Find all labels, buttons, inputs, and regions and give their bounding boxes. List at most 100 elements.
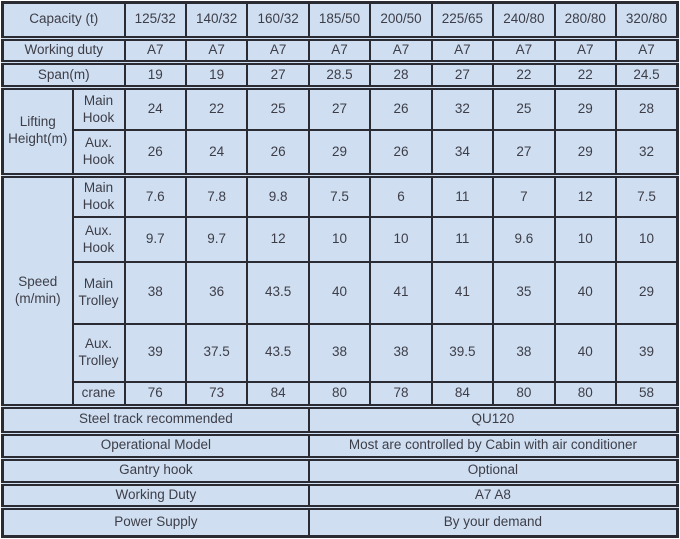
footer-label-gantry-hook: Gantry hook <box>1 457 310 486</box>
table-row: Power Supply By your demand <box>1 506 679 538</box>
spec-cell: 40 <box>553 261 618 325</box>
row-label-working-duty: Working duty <box>1 37 126 66</box>
spec-cell: 43.5 <box>246 322 310 383</box>
spec-cell: 24 <box>123 86 187 132</box>
spec-cell: 38 <box>307 322 372 383</box>
spec-cell: 9.7 <box>123 216 187 264</box>
table-row: Speed (m/min) Main Hook 7.6 7.8 9.8 7.5 6 11 7 12… <box>1 174 679 409</box>
spec-cell: 39.5 <box>430 322 495 383</box>
capacity-column-header: 140/32 <box>184 1 249 41</box>
footer-label-operational-model: Operational Model <box>1 432 310 462</box>
row-label-aux-hook: Aux. Hook <box>71 216 126 264</box>
spec-cell: 7.5 <box>615 174 679 219</box>
spec-cell: 29 <box>553 86 618 132</box>
spec-cell: 12 <box>553 174 618 219</box>
spec-cell: 73 <box>184 380 249 409</box>
spec-cell: 43.5 <box>246 261 310 325</box>
spec-cell: 34 <box>430 129 495 178</box>
spec-cell: 12 <box>246 216 310 264</box>
spec-cell: 76 <box>123 380 187 409</box>
spec-cell: A7 <box>307 37 372 66</box>
spec-cell: 27 <box>492 129 556 178</box>
table-row: Working Duty A7 A8 <box>1 482 679 511</box>
spec-cell: 7 <box>492 174 556 219</box>
spec-cell: 25 <box>246 86 310 132</box>
spec-cell: A7 <box>369 37 433 66</box>
spec-cell: 19 <box>123 61 187 90</box>
spec-cell: 32 <box>430 86 495 132</box>
spec-cell: 19 <box>184 61 249 90</box>
footer-value: QU120 <box>307 405 679 436</box>
row-label-main-hook: Main Hook <box>71 86 126 132</box>
spec-cell: A7 <box>430 37 495 66</box>
table-row: Steel track recommended QU120 <box>1 405 679 436</box>
spec-cell: 40 <box>553 322 618 383</box>
table-row: Operational Model Most are controlled by … <box>1 432 679 462</box>
spec-cell: 41 <box>369 261 433 325</box>
table-row: Aux. Hook 9.7 9.7 12 10 10 11 9.6 10 10 <box>3 216 679 264</box>
spec-cell: 41 <box>430 261 495 325</box>
capacity-column-header: 225/65 <box>430 1 495 41</box>
spec-cell: A7 <box>184 37 249 66</box>
table-row: Aux. Hook 26 24 26 29 26 34 27 29 32 <box>3 129 679 178</box>
footer-value: By your demand <box>307 506 679 538</box>
capacity-column-header: 280/80 <box>553 1 618 41</box>
table-row: Main Trolley 38 36 43.5 40 41 41 35 40 29 <box>3 261 679 325</box>
footer-label-power-supply: Power Supply <box>1 506 310 538</box>
group-label-lifting-height-m: Lifting Height(m) <box>1 86 74 178</box>
spec-cell: 24.5 <box>615 61 679 90</box>
table-row: crane 76 73 84 80 78 84 80 80 58 <box>3 380 679 409</box>
spec-cell: 32 <box>615 129 679 178</box>
spec-cell: A7 <box>615 37 679 66</box>
spec-cell: 26 <box>246 129 310 178</box>
spec-cell: 9.7 <box>184 216 249 264</box>
capacity-column-header: 185/50 <box>307 1 372 41</box>
spec-cell: 11 <box>430 174 495 219</box>
footer-value: Most are controlled by Cabin with air co… <box>307 432 679 462</box>
capacity-header-cell: Capacity (t) <box>1 1 126 41</box>
table-row: Span(m) 19 19 27 28.5 28 27 22 22 24.5 <box>1 61 679 90</box>
spec-cell: 28.5 <box>307 61 372 90</box>
capacity-column-header: 200/50 <box>369 1 433 41</box>
table-row: Capacity (t) 125/32 140/32 160/32 185/50 200/… <box>1 1 679 41</box>
spec-cell: 22 <box>553 61 618 90</box>
spec-cell: 80 <box>492 380 556 409</box>
spec-cell: 9.6 <box>492 216 556 264</box>
spec-cell: 11 <box>430 216 495 264</box>
capacity-column-header: 160/32 <box>246 1 310 41</box>
spec-cell: 38 <box>492 322 556 383</box>
spec-cell: 28 <box>615 86 679 132</box>
spec-cell: 7.6 <box>123 174 187 219</box>
group-label-speed-m-min: Speed (m/min) <box>1 174 74 409</box>
table-row: Aux. Trolley 39 37.5 43.5 38 38 39.5 38 40 39 <box>3 322 679 383</box>
spec-cell: 10 <box>369 216 433 264</box>
spec-cell: 10 <box>615 216 679 264</box>
spec-cell: 39 <box>123 322 187 383</box>
spec-cell: 35 <box>492 261 556 325</box>
spec-cell: 29 <box>553 129 618 178</box>
row-label-span-m: Span(m) <box>1 61 126 90</box>
spec-cell: A7 <box>553 37 618 66</box>
spec-cell: 22 <box>184 86 249 132</box>
spec-cell: 7.5 <box>307 174 372 219</box>
spec-cell: 36 <box>184 261 249 325</box>
row-label-main-trolley: Main Trolley <box>71 261 126 325</box>
spec-cell: 10 <box>553 216 618 264</box>
spec-cell: 37.5 <box>184 322 249 383</box>
table-row: Working duty A7 A7 A7 A7 A7 A7 A7 A7 A7 <box>1 37 679 66</box>
spec-cell: A7 <box>246 37 310 66</box>
spec-cell: A7 <box>492 37 556 66</box>
spec-cell: 29 <box>307 129 372 178</box>
capacity-column-header: 320/80 <box>615 1 679 41</box>
capacity-column-header: 125/32 <box>123 1 187 41</box>
spec-cell: 84 <box>246 380 310 409</box>
spec-cell: 26 <box>369 86 433 132</box>
footer-value: Optional <box>307 457 679 486</box>
spec-cell: 24 <box>184 129 249 178</box>
row-label-main-hook: Main Hook <box>71 174 126 219</box>
row-label-crane: crane <box>71 380 126 409</box>
spec-cell: 28 <box>369 61 433 90</box>
